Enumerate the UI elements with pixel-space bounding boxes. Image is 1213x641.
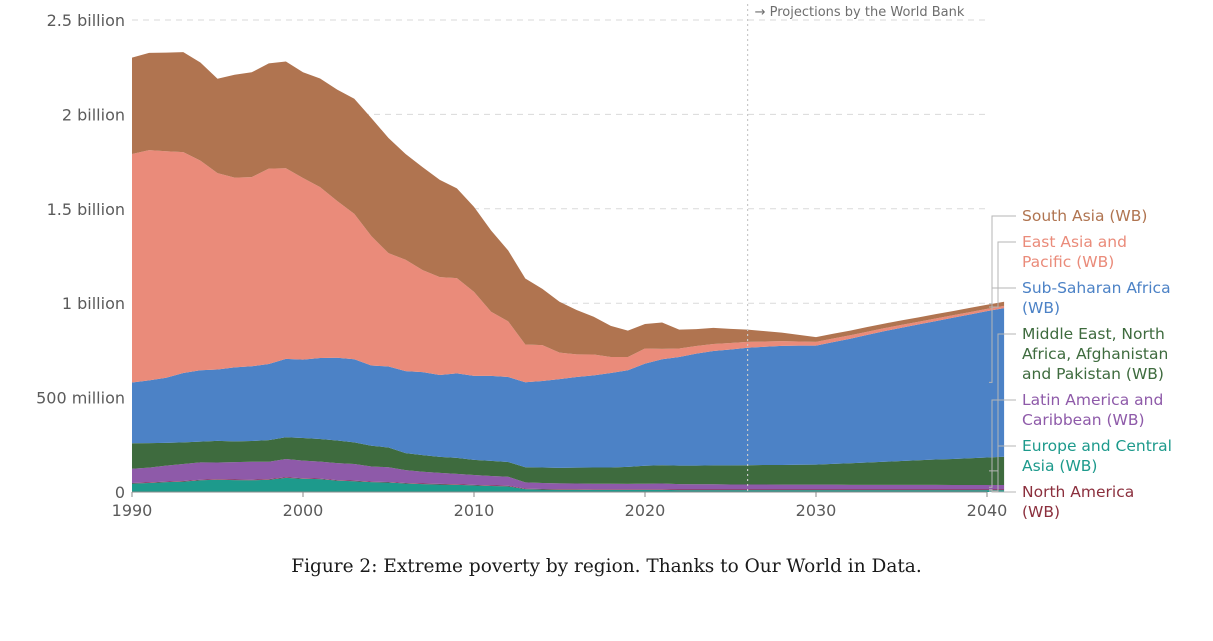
area-east-asia-and-pacific-wb bbox=[132, 150, 1005, 383]
y-tick-label: 2.5 billion bbox=[47, 11, 125, 30]
legend-entry-sub-saharan-africa-wb: Sub-Saharan Africa (WB) bbox=[989, 279, 1171, 383]
legend-label-line: South Asia (WB) bbox=[1022, 207, 1147, 225]
axes: 0 500 million 1 billion 1.5 billion 2 billio… bbox=[36, 11, 1007, 520]
legend-entry-east-asia-and-pacific-wb: East Asia and Pacific (WB) bbox=[989, 233, 1127, 308]
area-middle-east-north-africa-afghanistan-and-pakistan-wb bbox=[132, 437, 1005, 486]
legend-entry-south-asia-wb: South Asia (WB) bbox=[989, 207, 1147, 305]
legend-label-line: (WB) bbox=[1022, 503, 1060, 521]
legend-label-line: and Pakistan (WB) bbox=[1022, 365, 1164, 383]
area-europe-and-central-asia-wb bbox=[132, 477, 1005, 492]
legend-label-line: Europe and Central bbox=[1022, 437, 1172, 455]
legend-connector bbox=[989, 241, 1016, 308]
y-tick-label: 1.5 billion bbox=[47, 200, 125, 219]
legend-entry-latin-america-and-caribbean-wb: Latin America and Caribbean (WB) bbox=[989, 391, 1163, 488]
y-tick-label: 0 bbox=[115, 483, 125, 502]
legend-label-line: Asia (WB) bbox=[1022, 457, 1097, 475]
legend-label-line: Caribbean (WB) bbox=[1022, 411, 1145, 429]
figure-caption: Figure 2: Extreme poverty by region. Tha… bbox=[291, 556, 922, 577]
legend-connector bbox=[989, 287, 1016, 383]
legend-label-line: Middle East, North bbox=[1022, 325, 1165, 343]
y-tick-label: 500 million bbox=[36, 389, 125, 408]
legend-label-line: North America bbox=[1022, 483, 1134, 501]
area-latin-america-and-caribbean-wb bbox=[132, 458, 1005, 490]
projection-divider: → Projections by the World Bank bbox=[746, 4, 965, 492]
legend-entry-europe-and-central-asia-wb: Europe and Central Asia (WB) bbox=[989, 437, 1172, 492]
x-tick-label: 2020 bbox=[625, 501, 666, 520]
legend-connector bbox=[989, 399, 1016, 488]
x-tick-label: 2010 bbox=[454, 501, 495, 520]
y-tick-label: 1 billion bbox=[62, 294, 125, 313]
legend-connector bbox=[989, 333, 1016, 472]
legend-entry-north-america-wb: North America (WB) bbox=[989, 483, 1134, 521]
x-tick-label: 2000 bbox=[283, 501, 324, 520]
x-tick-label: 1990 bbox=[112, 501, 153, 520]
legend-connector bbox=[989, 445, 1016, 492]
legend-entry-middle-east-north-africa-afghanistan-and-pakistan-wb: Middle East, North Africa, Afghanistan and… bbox=[989, 325, 1168, 472]
y-tick-label: 2 billion bbox=[62, 105, 125, 124]
legend-label-line: Africa, Afghanistan bbox=[1022, 345, 1168, 363]
area-south-asia-wb bbox=[132, 52, 1005, 358]
legend-label-line: Sub-Saharan Africa bbox=[1022, 279, 1171, 297]
legend-label-line: (WB) bbox=[1022, 299, 1060, 317]
legend-label-line: East Asia and bbox=[1022, 233, 1127, 251]
legend-label-line: Pacific (WB) bbox=[1022, 253, 1114, 271]
area-sub-saharan-africa-wb bbox=[132, 308, 1005, 468]
legend-label-line: Latin America and bbox=[1022, 391, 1163, 409]
legend: South Asia (WB) East Asia and Pacific (WB)… bbox=[989, 207, 1172, 521]
x-tick-label: 2040 bbox=[967, 501, 1008, 520]
x-tick-label: 2030 bbox=[796, 501, 837, 520]
stacked-areas bbox=[132, 52, 1005, 492]
legend-connector bbox=[989, 215, 1016, 305]
projection-annotation: → Projections by the World Bank bbox=[755, 5, 965, 20]
legend-connector bbox=[989, 489, 1016, 493]
